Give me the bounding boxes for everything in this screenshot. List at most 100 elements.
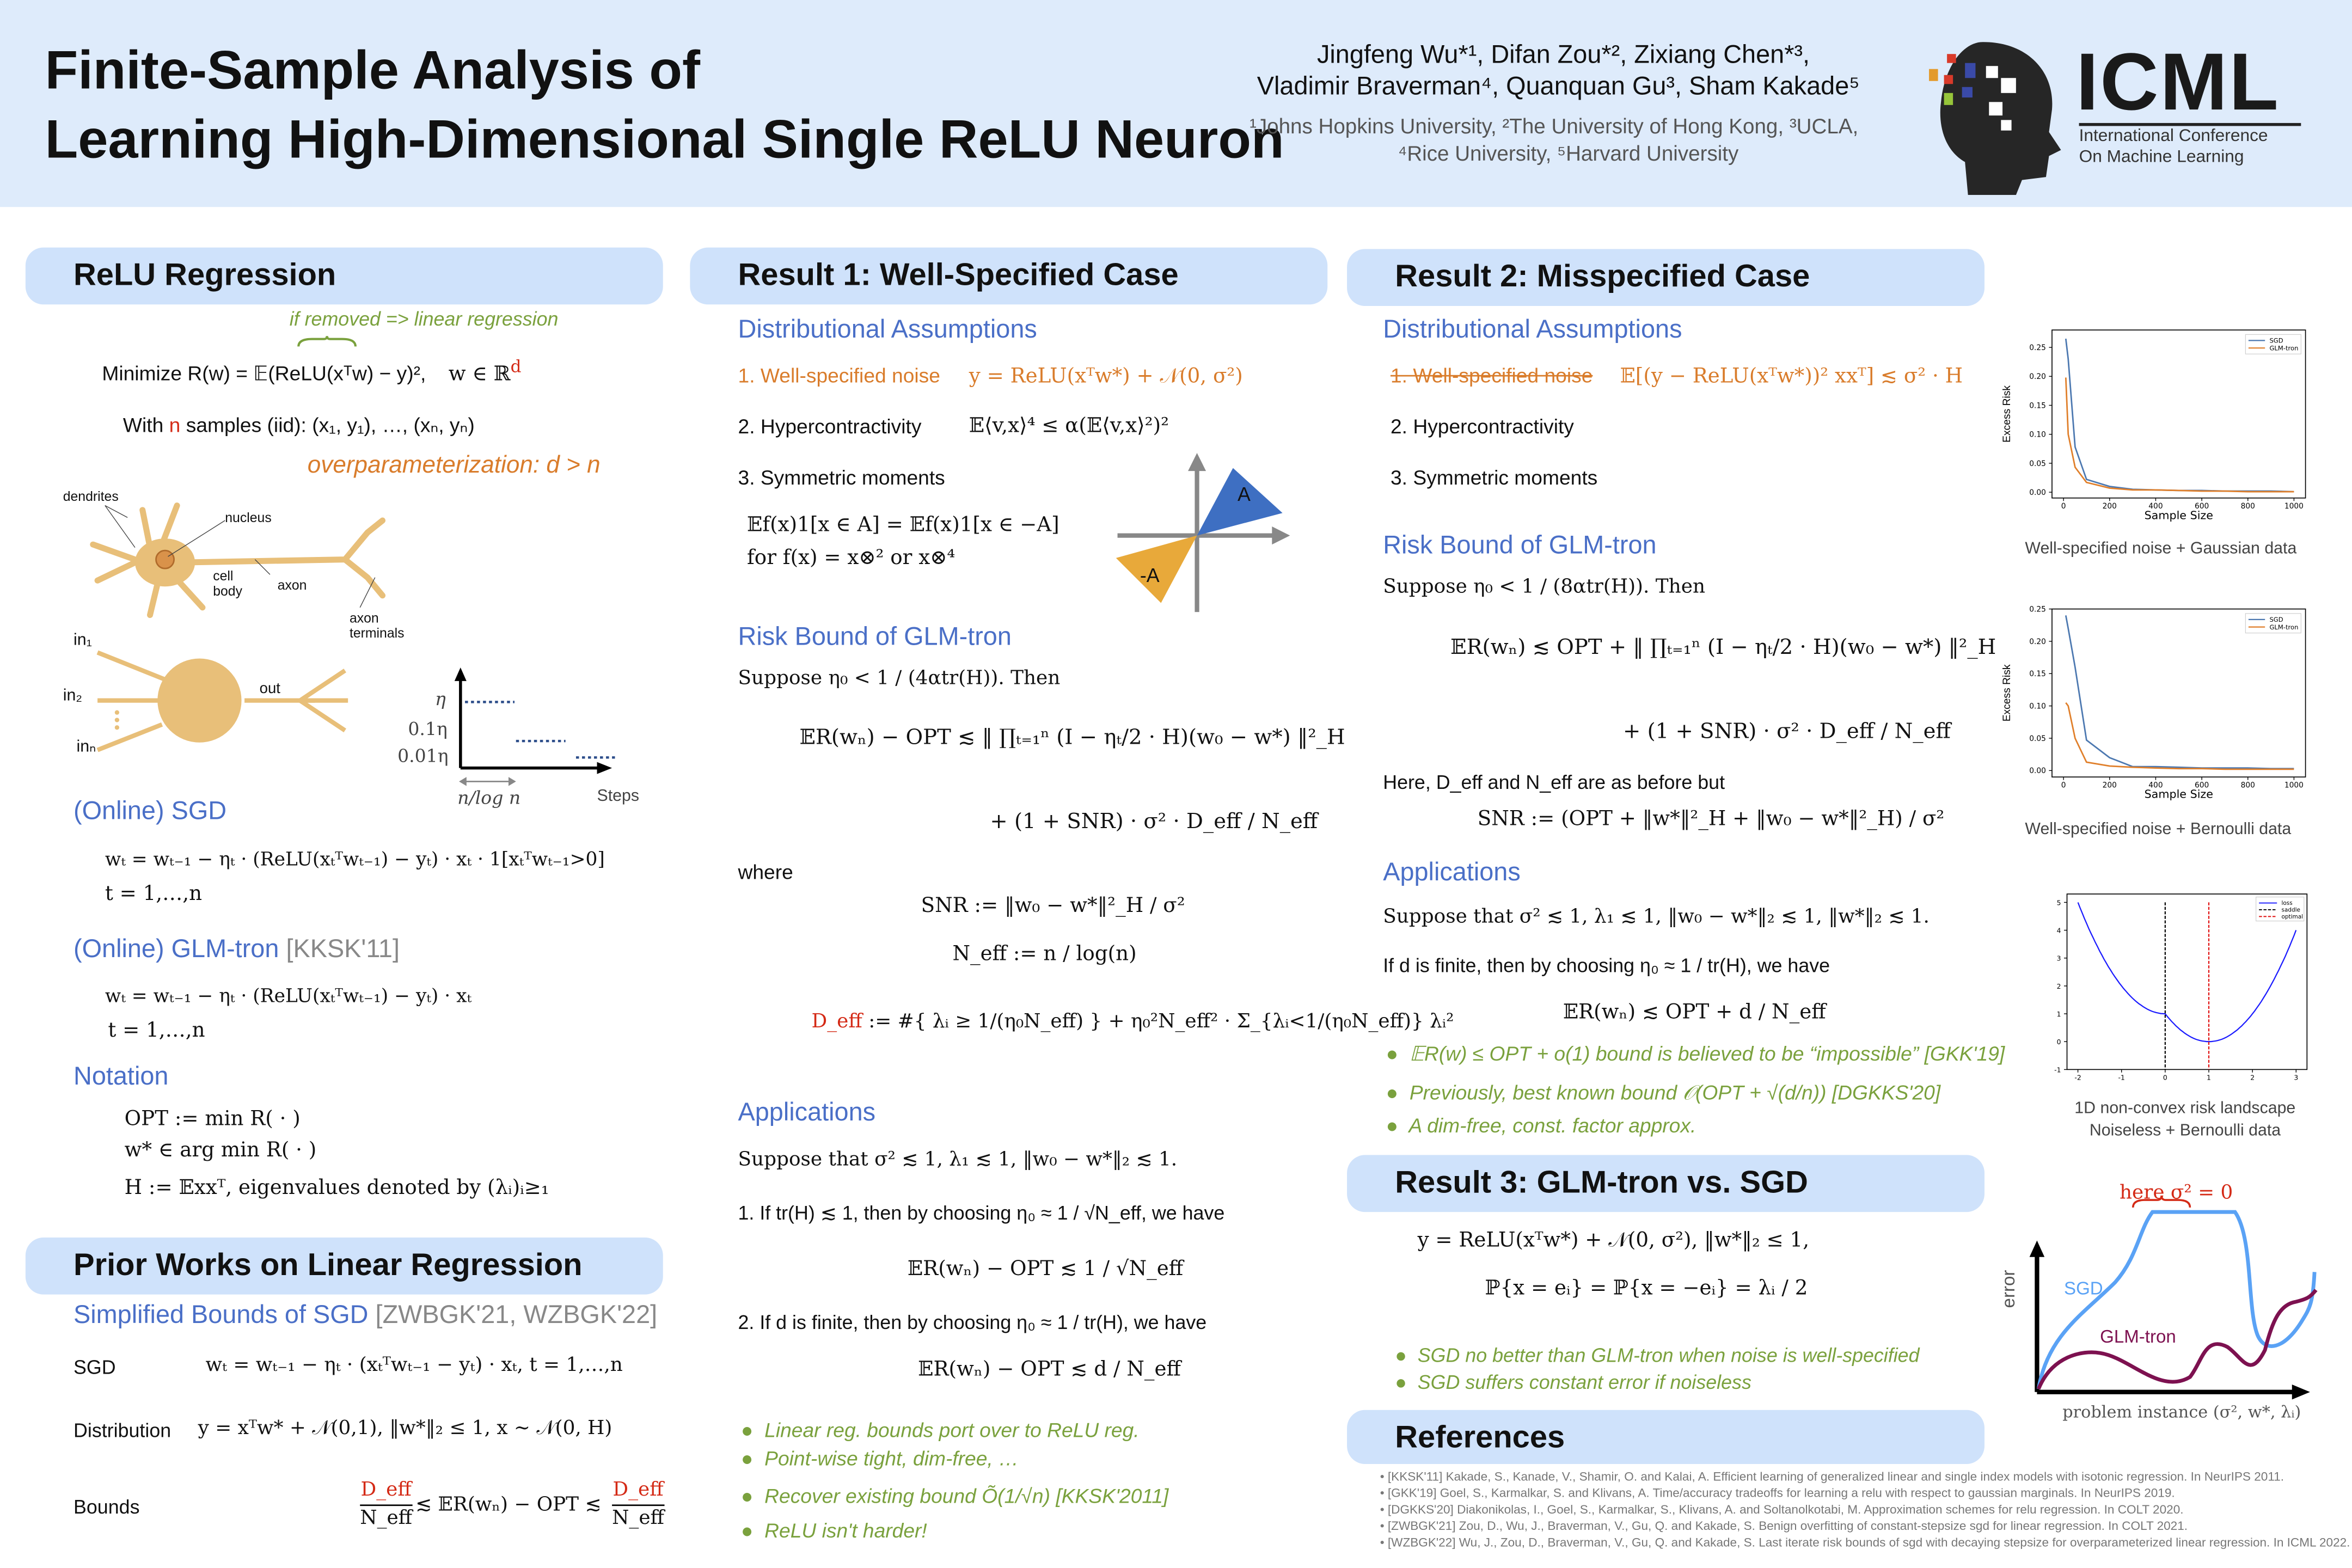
notation-wstar: w* ∈ arg min R( · ): [124, 1138, 317, 1163]
label-axon: axon: [277, 577, 307, 593]
neff-den: N_eff: [612, 1507, 664, 1530]
y-tick-label: 0.20: [2029, 638, 2046, 646]
y-tick-label: 0.05: [2029, 734, 2046, 743]
icml-logo-line2: On Machine Learning: [2079, 148, 2244, 167]
prior-citation[interactable]: [ZWBGK'21, WZBGK'22]: [375, 1300, 658, 1330]
error-axis-label: error: [1998, 1270, 2019, 1308]
reference-text: [ZWBGK'21] Zou, D., Wu, J., Braverman, V…: [1387, 1519, 2188, 1533]
assumption-3-formula-1: 𝔼f(x)1[x ∈ A] = 𝔼f(x)1[x ∈ −A]: [747, 513, 1059, 537]
domain-text: w ∈ ℝ: [448, 362, 511, 387]
legend-sgd-label: SGD: [2064, 1278, 2103, 1299]
neff-den: N_eff: [360, 1507, 413, 1530]
reference-text: [KKSK'11] Kakade, S., Kanade, V., Shamir…: [1387, 1469, 2284, 1484]
section-result-2: Result 2: Misspecified Case: [1347, 249, 1984, 307]
x-tick-label: 0: [2163, 1074, 2167, 1082]
chart-landscape-caption-1: 1D non-convex risk landscape: [2074, 1099, 2296, 1118]
objective-formula: Minimize R(w) = 𝔼(ReLU(xᵀw) − y)², w ∈ ℝ…: [102, 357, 521, 387]
plot-frame: [2051, 329, 2306, 499]
section-references: References: [1347, 1410, 1984, 1464]
series-line-glm-tron: [2065, 702, 2294, 770]
application-1-result: 𝔼R(wₙ) ≲ OPT + d / N_eff: [1563, 1000, 1826, 1025]
x-tick-label: 0: [2061, 781, 2066, 789]
y-tick-label: 0.15: [2029, 670, 2046, 678]
poster-title-line1: Finite-Sample Analysis of: [45, 39, 700, 101]
bounds-upper-frac: D_eff N_eff: [612, 1478, 664, 1533]
y-tick-label: 0.00: [2029, 767, 2046, 775]
x-tick-label: 2: [2250, 1074, 2255, 1082]
result-3-setup-2: ℙ{x = eᵢ} = ℙ{x = −eᵢ} = λᵢ / 2: [1485, 1276, 1808, 1301]
sgd-title: (Online) SGD: [73, 796, 227, 825]
section-prior-works: Prior Works on Linear Regression: [25, 1237, 663, 1295]
risk-bound-line1: 𝔼R(wₙ) − OPT ≲ ‖ ∏ₜ₌₁ⁿ (I − ηₜ/2 · H)(w₀…: [799, 726, 1345, 750]
applications-suppose: Suppose that σ² ≲ 1, λ₁ ≲ 1, ‖w₀ − w*‖₂ …: [738, 1149, 1178, 1172]
neff-definition: N_eff := n / log(n): [952, 942, 1137, 966]
x-tick-label: 3: [2294, 1074, 2298, 1082]
label-cell: cell: [213, 568, 234, 584]
y-axis-label: Excess Risk: [2001, 664, 2013, 721]
risk-suppose: Suppose η₀ < 1 / (4αtr(H)). Then: [738, 667, 1061, 690]
section-result-3: Result 3: GLM-tron vs. SGD: [1347, 1155, 1984, 1212]
problem-instance-axis-label: problem instance (σ², w*, λᵢ): [2062, 1402, 2301, 1422]
x-tick-label: 600: [2195, 502, 2209, 511]
bullet-1: ● 𝔼R(w) ≤ OPT + o(1) bound is believed t…: [1386, 1042, 2005, 1065]
chart-glmtron-vs-sgd: [2029, 1195, 2318, 1400]
section-title: ReLU Regression: [73, 258, 336, 293]
affiliations-line1: ¹Johns Hopkins University, ²The Universi…: [1249, 114, 1859, 138]
assumptions-title: Distributional Assumptions: [738, 315, 1037, 344]
brace-icon: [297, 336, 357, 347]
reference-1: • [KKSK'11] Kakade, S., Kanade, V., Sham…: [1380, 1469, 2284, 1484]
application-2: 2. If d is finite, then by choosing η₀ ≈…: [738, 1310, 1207, 1334]
y-tick-label: 4: [2057, 927, 2061, 935]
linear-regression-annotation: if removed => linear regression: [289, 307, 559, 330]
legend-label: GLM-tron: [2269, 623, 2298, 631]
bullet-text: A dim-free, const. factor approx.: [1408, 1114, 1696, 1137]
series-line-loss: [2077, 902, 2297, 1043]
section-title: Result 3: GLM-tron vs. SGD: [1395, 1165, 1808, 1200]
assumptions-title: Distributional Assumptions: [1383, 315, 1682, 344]
reference-4: • [ZWBGK'21] Zou, D., Wu, J., Braverman,…: [1380, 1519, 2188, 1533]
row-sgd-label: SGD: [73, 1356, 116, 1379]
application-1: 1. If tr(H) ≲ 1, then by choosing η₀ ≈ 1…: [738, 1201, 1225, 1224]
section-title: Result 1: Well-Specified Case: [738, 258, 1179, 293]
series-sgd: [2036, 1210, 2317, 1389]
label-in1: in₁: [73, 631, 92, 650]
notation-h: H := 𝔼xxᵀ, eigenvalues denoted by (λᵢ)ᵢ≥…: [124, 1175, 549, 1200]
affiliations-line2: ⁴Rice University, ⁵Harvard University: [1398, 140, 1739, 166]
x-tick-label: -1: [2118, 1074, 2125, 1082]
bullet-text: ReLU isn't harder!: [764, 1519, 927, 1542]
applications-title: Applications: [1383, 857, 1521, 887]
chart-bernoulli-excess-risk: 0 200 400 600 800 1000 0.00 0.05 0.10 0.15 0.20 0.2…: [2001, 605, 2306, 801]
row-sgd-formula: wₜ = wₜ₋₁ − ηₜ · (xₜᵀwₜ₋₁ − yₜ) · xₜ, t …: [205, 1354, 623, 1377]
y-tick-label: 0.20: [2029, 372, 2046, 381]
row-bounds-formula: ≲ 𝔼R(wₙ) − OPT ≲: [415, 1494, 602, 1517]
application-2-result: 𝔼R(wₙ) − OPT ≲ d / N_eff: [918, 1357, 1181, 1382]
prior-subtitle-text: Simplified Bounds of SGD: [73, 1300, 369, 1330]
objective-text: Minimize R(w) = 𝔼(ReLU(xᵀw) − y)²,: [102, 362, 426, 385]
series-line-sgd: [2065, 615, 2294, 770]
x-axis-arrow: [2292, 1384, 2310, 1400]
legend-box: [2245, 613, 2301, 634]
overparameterization-note: overparameterization: d > n: [307, 453, 601, 479]
reference-text: [GKK'19] Goel, S., Karmalkar, S. and Kli…: [1387, 1486, 2175, 1500]
label-phase-length: n/log n: [457, 787, 521, 808]
bullet-text: Recover existing bound Õ(1/√n) [KKSK'201…: [764, 1485, 1169, 1508]
assumption-1-formula: 𝔼[(y − ReLU(xᵀw*))² xxᵀ] ≲ σ² · H: [1620, 364, 1963, 389]
risk-suppose: Suppose η₀ < 1 / (8αtr(H)). Then: [1383, 575, 1706, 599]
label-body: body: [213, 583, 243, 599]
bullet-3: ● Recover existing bound Õ(1/√n) [KKSK'2…: [741, 1485, 1169, 1508]
samples-line: With n samples (iid): (x₁, y₁), …, (xₙ, …: [123, 414, 475, 438]
sgd-range: t = 1,…,n: [105, 881, 203, 906]
assumption-1: 1. Well-specified noise: [738, 364, 940, 387]
legend-label: SGD: [2269, 337, 2283, 345]
glmtron-citation[interactable]: [KKSK'11]: [286, 934, 400, 963]
y-tick-label: 0.25: [2029, 344, 2046, 352]
y-axis-label: Excess Risk: [2001, 385, 2013, 443]
x-axis-label: Sample Size: [2145, 788, 2213, 801]
assumption-3-formula-2: for f(x) = x⊗² or x⊗⁴: [747, 546, 955, 570]
assumption-1-struck: 1. Well-specified noise: [1390, 364, 1593, 387]
x-tick-label: 600: [2195, 781, 2209, 789]
bullet-text: SGD no better than GLM-tron when noise i…: [1417, 1344, 1920, 1367]
series-line-glm-tron: [2065, 377, 2294, 493]
glmtron-range: t = 1,…,n: [108, 1018, 205, 1043]
section-result-1: Result 1: Well-Specified Case: [690, 247, 1328, 305]
